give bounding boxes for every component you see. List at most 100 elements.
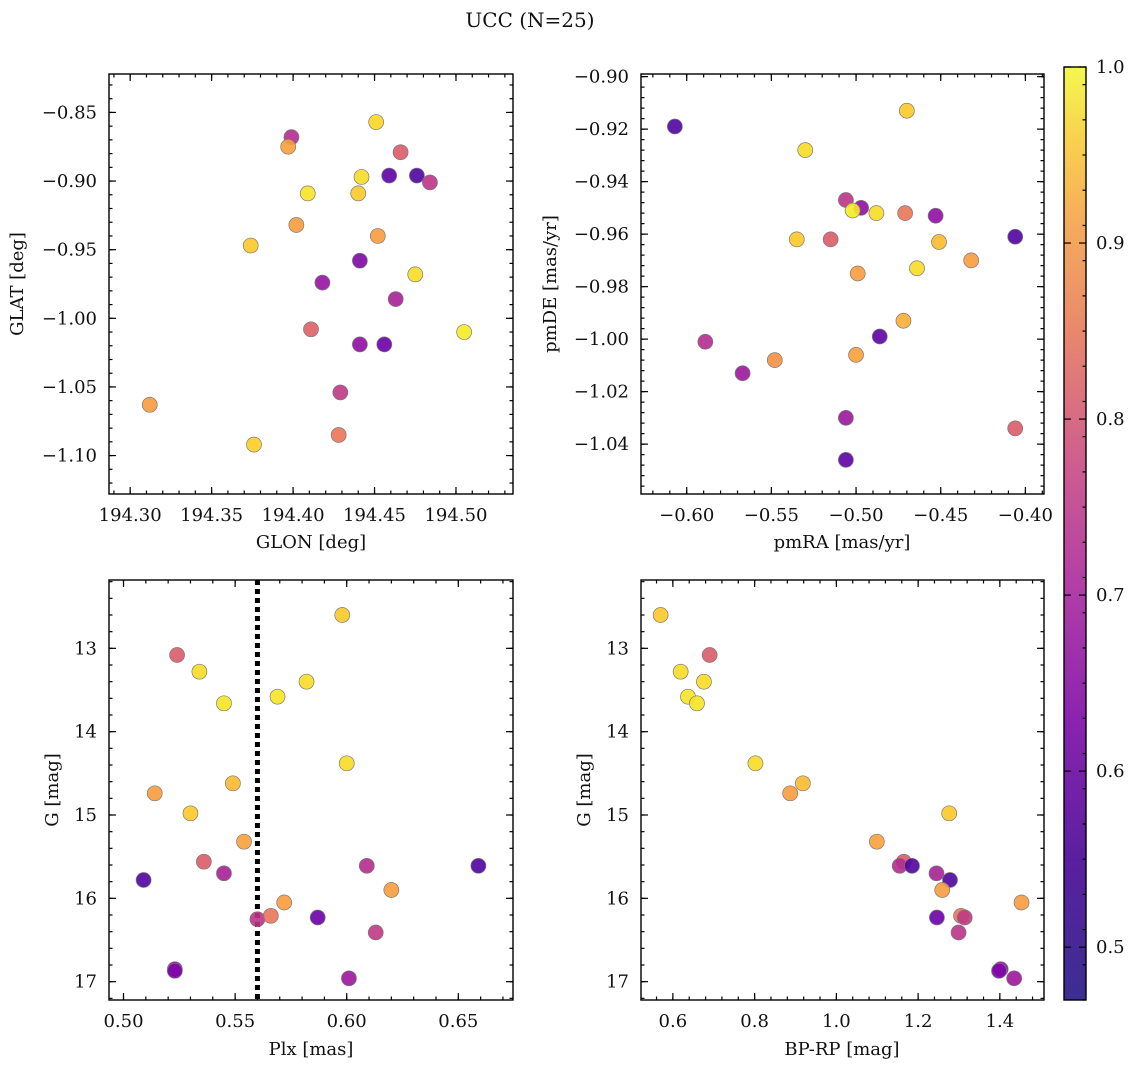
y-tick-label: −1.05: [42, 377, 97, 398]
y-tick-label: −1.04: [574, 434, 629, 455]
y-tick-label: 15: [606, 805, 629, 826]
y-tick-label: 17: [74, 972, 97, 993]
scatter-point: [1013, 894, 1030, 911]
scatter-point: [1006, 970, 1023, 987]
colorbar-tick-label: 0.6: [1096, 761, 1125, 782]
scatter-point: [941, 805, 958, 822]
colorbar-tick-label: 0.7: [1096, 585, 1125, 606]
x-tick-label: 0.6: [659, 1011, 688, 1032]
y-tick-label: −0.85: [42, 102, 97, 123]
colorbar-tick-label: 1.0: [1096, 57, 1125, 78]
scatter-point: [991, 962, 1007, 979]
scatter-point: [927, 207, 944, 224]
scatter-point: [844, 202, 861, 219]
scatter-point: [216, 865, 232, 882]
x-axis-label: GLON [deg]: [256, 532, 366, 553]
x-tick-label: 0.65: [438, 1011, 478, 1032]
scatter-point: [225, 775, 241, 792]
y-tick-label: 14: [74, 722, 97, 743]
y-axis-label: G [mag]: [42, 753, 63, 826]
scatter-point: [299, 185, 316, 202]
x-tick-label: 194.45: [343, 505, 406, 526]
y-tick-label: −0.96: [574, 224, 629, 245]
colorbar-tick-label: 0.8: [1096, 409, 1125, 430]
y-tick-label: −0.92: [574, 119, 629, 140]
scatter-point: [383, 882, 400, 898]
scatter-point: [369, 228, 386, 244]
x-axis-label: BP-RP [mag]: [784, 1039, 899, 1060]
y-tick-label: −0.90: [574, 67, 629, 88]
scatter-point: [734, 365, 751, 382]
colorbar-tick-label: 0.9: [1096, 233, 1125, 254]
y-tick-label: −1.00: [574, 329, 629, 350]
panel-pmde-vs-pmra: −0.60 −0.55 −0.50 −0.45 −0.40 −1.04 −1.02 −1.00…: [540, 67, 1053, 553]
scatter-point: [934, 882, 951, 898]
colorbar: 0.5 0.6 0.7 0.8 0.9 1.0: [1063, 57, 1125, 1001]
y-tick-label: 17: [606, 972, 629, 993]
panel-g-vs-bprp: 0.6 0.8 1.0 1.2 1.4 13 14 15 16 17 BP-RP [mag] G …: [574, 579, 1045, 1060]
scatter-point: [334, 607, 351, 623]
scatter-point: [797, 142, 814, 158]
scatter-point: [456, 324, 472, 340]
x-tick-label: 194.30: [99, 505, 162, 526]
panel-frame: [640, 579, 1045, 1001]
scatter-point: [868, 205, 885, 221]
scatter-point: [672, 663, 689, 680]
scatter-point: [381, 167, 398, 184]
scatter-point: [795, 775, 811, 792]
scatter-point: [303, 321, 319, 338]
x-tick-label: −0.55: [744, 505, 799, 526]
scatter-point: [276, 894, 293, 911]
panel-g-vs-plx: 0.50 0.55 0.60 0.65 13 14 15 16 17 Plx [mas] G […: [42, 579, 514, 1060]
y-tick-label: −0.95: [42, 240, 97, 261]
scatter-point: [689, 695, 705, 712]
scatter-point: [697, 333, 714, 350]
scatter-point: [871, 328, 888, 345]
scatter-point: [782, 785, 799, 802]
scatter-point: [330, 427, 347, 443]
x-tick-label: −0.45: [913, 505, 968, 526]
x-axis-label: pmRA [mas/yr]: [774, 532, 911, 553]
y-tick-label: 16: [606, 888, 629, 909]
scatter-point: [963, 252, 980, 269]
scatter-point: [1007, 420, 1024, 437]
scatter-point: [1007, 228, 1024, 245]
panel-frame: [108, 73, 514, 495]
scatter-point: [931, 234, 947, 250]
scatter-point: [897, 205, 914, 221]
scatter-point: [766, 352, 783, 368]
scatter-point: [146, 785, 163, 802]
scatter-point: [367, 924, 384, 941]
scatter-point: [696, 673, 712, 690]
scatter-point: [747, 755, 764, 772]
scatter-point: [376, 336, 393, 353]
scatter-point: [246, 436, 262, 453]
x-tick-label: 194.35: [180, 505, 243, 526]
scatter-point: [409, 167, 425, 184]
scatter-point: [280, 138, 297, 155]
x-tick-label: 194.50: [424, 505, 487, 526]
scatter-point: [407, 266, 424, 283]
panel-frame: [108, 579, 514, 1001]
y-tick-label: −1.10: [42, 446, 97, 467]
scatter-point: [352, 252, 368, 269]
y-tick-label: 14: [606, 722, 629, 743]
scatter-point: [822, 231, 839, 248]
y-tick-label: 16: [74, 888, 97, 909]
scatter-point: [849, 265, 866, 282]
scatter-point: [196, 853, 212, 870]
scatter-point: [358, 857, 375, 874]
scatter-point: [166, 962, 183, 979]
x-tick-label: 194.40: [262, 505, 325, 526]
y-axis-label: GLAT [deg]: [7, 232, 28, 336]
scatter-point: [701, 647, 718, 663]
x-tick-label: 0.8: [740, 1011, 769, 1032]
scatter-point: [341, 970, 357, 987]
scatter-point: [269, 688, 286, 705]
scatter-point: [868, 833, 885, 850]
scatter-point: [141, 396, 158, 413]
y-tick-label: 13: [74, 638, 97, 659]
y-axis-label: G [mag]: [574, 753, 595, 826]
scatter-point: [216, 695, 232, 712]
